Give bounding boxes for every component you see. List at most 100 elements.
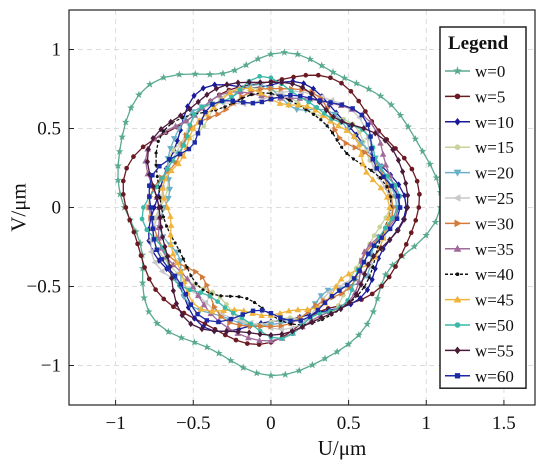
data-point-marker	[398, 253, 404, 259]
data-point-marker	[346, 299, 353, 306]
data-point-marker	[134, 90, 143, 99]
data-point-marker	[123, 205, 129, 210]
data-point-marker	[191, 315, 198, 322]
data-point-marker	[142, 265, 147, 270]
data-point-marker	[267, 50, 275, 58]
data-point-marker	[293, 50, 302, 58]
data-point-marker	[138, 278, 147, 287]
data-point-marker	[157, 214, 163, 221]
legend-entry: w=35	[445, 240, 514, 259]
legend-label: w=5	[475, 87, 505, 106]
legend-entry: w=45	[445, 291, 514, 310]
data-point-marker	[177, 249, 182, 253]
data-point-marker	[239, 363, 248, 371]
data-point-marker	[194, 292, 202, 299]
data-point-marker	[363, 109, 368, 114]
data-point-marker	[268, 311, 274, 316]
data-point-marker	[369, 291, 375, 297]
data-point-marker	[323, 106, 329, 114]
data-point-marker	[161, 296, 167, 302]
data-point-marker	[409, 166, 415, 172]
data-point-marker	[365, 122, 371, 127]
data-point-marker	[278, 326, 284, 333]
data-point-marker	[195, 311, 200, 317]
data-point-marker	[351, 157, 356, 161]
data-point-marker	[121, 118, 130, 126]
data-point-marker	[201, 123, 207, 129]
legend-entry: w=40	[445, 265, 514, 284]
data-point-marker	[156, 139, 160, 143]
data-point-marker	[382, 225, 388, 231]
data-point-marker	[120, 192, 126, 197]
data-point-marker	[289, 80, 295, 87]
data-point-marker	[141, 205, 146, 210]
data-point-marker	[127, 103, 135, 112]
data-point-marker	[318, 314, 325, 321]
data-point-marker	[189, 283, 197, 290]
data-point-marker	[389, 183, 394, 189]
data-point-marker	[345, 270, 352, 277]
data-point-marker	[314, 105, 320, 110]
data-point-marker	[366, 251, 371, 256]
data-point-marker	[173, 241, 177, 245]
legend-title: Legend	[448, 33, 509, 54]
data-point-marker	[158, 223, 164, 231]
data-point-marker	[184, 275, 191, 282]
data-point-marker	[197, 305, 205, 312]
data-point-marker	[454, 219, 462, 228]
data-point-marker	[240, 312, 245, 317]
data-point-marker	[288, 318, 293, 324]
data-point-marker	[114, 176, 122, 184]
data-point-marker	[114, 161, 122, 170]
data-point-marker	[257, 74, 263, 79]
data-point-marker	[378, 244, 384, 252]
data-point-marker	[332, 126, 339, 134]
data-point-marker	[378, 176, 382, 180]
legend-label: w=40	[475, 265, 514, 284]
data-point-marker	[167, 213, 174, 219]
data-point-marker	[312, 112, 316, 116]
data-point-marker	[339, 80, 344, 86]
data-point-marker	[189, 124, 197, 131]
data-point-marker	[244, 341, 250, 346]
data-point-marker	[212, 81, 218, 88]
y-tick-label: −0.5	[27, 277, 61, 298]
data-point-marker	[245, 296, 249, 301]
data-point-marker	[252, 300, 257, 305]
data-point-marker	[178, 282, 184, 287]
data-point-marker	[403, 242, 409, 247]
data-point-marker	[257, 330, 263, 338]
data-point-marker	[118, 132, 127, 141]
data-point-marker	[224, 328, 230, 335]
data-point-marker	[390, 146, 396, 153]
data-point-marker	[147, 194, 152, 199]
data-point-marker	[330, 113, 336, 121]
data-point-marker	[422, 231, 430, 239]
data-point-marker	[329, 293, 335, 299]
data-point-marker	[369, 307, 378, 315]
data-point-marker	[343, 139, 350, 147]
legend-entry: w=60	[445, 367, 514, 386]
series-layer	[114, 48, 445, 379]
data-point-marker	[386, 204, 393, 210]
data-point-marker	[365, 261, 371, 268]
data-point-marker	[399, 168, 406, 175]
data-point-marker	[278, 315, 283, 320]
data-point-marker	[158, 125, 164, 133]
data-point-marker	[237, 322, 244, 329]
data-point-marker	[224, 81, 230, 88]
data-point-marker	[363, 320, 372, 328]
data-point-marker	[150, 226, 155, 231]
data-point-marker	[405, 192, 411, 199]
data-point-marker	[353, 291, 359, 298]
legend-entry: w=25	[445, 189, 514, 208]
data-point-marker	[395, 157, 402, 164]
data-point-marker	[357, 151, 365, 157]
data-point-marker	[298, 93, 303, 99]
legend-box	[439, 26, 527, 389]
data-point-marker	[184, 133, 190, 139]
data-point-marker	[154, 163, 158, 167]
data-point-marker	[257, 89, 265, 96]
data-point-marker	[138, 253, 144, 258]
data-point-marker	[308, 361, 317, 369]
